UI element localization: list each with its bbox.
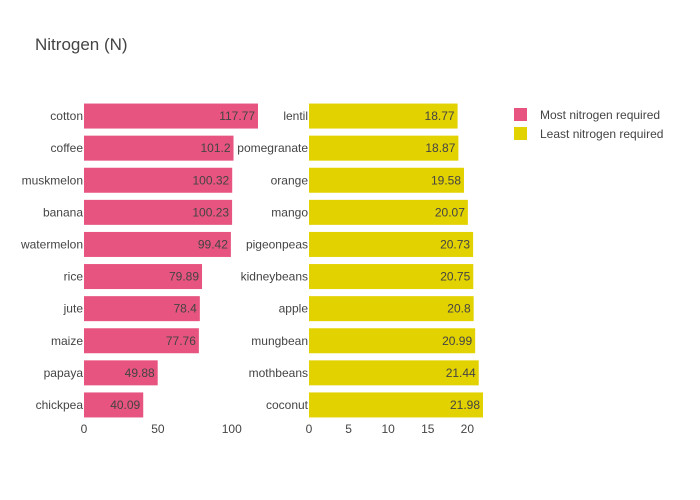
bar-lentil[interactable] <box>309 103 458 129</box>
bar-chickpea[interactable] <box>84 392 144 418</box>
data-label: 49.88 <box>125 366 155 380</box>
legend-swatch <box>514 127 527 140</box>
category-label: mango <box>271 205 308 219</box>
category-label: papaya <box>44 366 84 380</box>
bar-rice[interactable] <box>84 264 203 290</box>
category-label: watermelon <box>20 237 83 251</box>
x-tick-label: 50 <box>151 422 165 436</box>
category-label: orange <box>271 173 309 187</box>
bar-banana[interactable] <box>84 199 233 225</box>
data-label: 40.09 <box>110 398 140 412</box>
bar-mango[interactable] <box>309 199 468 225</box>
x-tick-label: 100 <box>222 422 242 436</box>
bar-papaya[interactable] <box>84 360 158 386</box>
data-label: 101.2 <box>200 141 230 155</box>
bar-jute[interactable] <box>84 296 200 322</box>
legend-swatch <box>514 108 527 121</box>
data-label: 20.75 <box>440 270 470 284</box>
x-tick-label: 20 <box>461 422 475 436</box>
legend-label: Most nitrogen required <box>540 108 660 122</box>
category-label: mothbeans <box>249 366 308 380</box>
bar-kidneybeans[interactable] <box>309 264 474 290</box>
legend-item[interactable]: Least nitrogen required <box>514 127 663 141</box>
bar-watermelon[interactable] <box>84 231 231 257</box>
bar-pomegranate[interactable] <box>309 135 459 161</box>
bar-mothbeans[interactable] <box>309 360 479 386</box>
category-label: cotton <box>50 109 83 123</box>
data-label: 20.07 <box>435 205 465 219</box>
data-label: 21.98 <box>450 398 480 412</box>
data-label: 20.8 <box>447 302 471 316</box>
chart-title: Nitrogen (N) <box>35 35 128 54</box>
data-label: 18.87 <box>425 141 455 155</box>
x-tick-label: 15 <box>421 422 435 436</box>
legend[interactable]: Most nitrogen required Least nitrogen req… <box>514 108 663 141</box>
category-label: lentil <box>283 109 308 123</box>
category-label: muskmelon <box>22 173 83 187</box>
category-label: apple <box>279 302 309 316</box>
category-label: maize <box>51 334 83 348</box>
data-label: 19.58 <box>431 173 461 187</box>
data-label: 20.73 <box>440 237 470 251</box>
data-label: 20.99 <box>442 334 472 348</box>
data-label: 18.77 <box>425 109 455 123</box>
category-label: kidneybeans <box>241 270 308 284</box>
data-label: 77.76 <box>166 334 196 348</box>
category-label: jute <box>63 302 84 316</box>
category-label: chickpea <box>36 398 84 412</box>
x-tick-label: 5 <box>345 422 352 436</box>
category-label: banana <box>43 205 83 219</box>
bar-mungbean[interactable] <box>309 328 476 354</box>
bar-coffee[interactable] <box>84 135 234 161</box>
data-label: 79.89 <box>169 270 199 284</box>
bar-coconut[interactable] <box>309 392 483 418</box>
data-label: 21.44 <box>446 366 476 380</box>
category-label: coconut <box>266 398 309 412</box>
legend-label: Least nitrogen required <box>540 127 663 141</box>
data-label: 78.4 <box>173 302 197 316</box>
data-label: 100.32 <box>193 173 230 187</box>
x-tick-label: 10 <box>381 422 395 436</box>
category-label: pigeonpeas <box>246 237 308 251</box>
x-tick-label: 0 <box>306 422 313 436</box>
bar-apple[interactable] <box>309 296 474 322</box>
bar-cotton[interactable] <box>84 103 258 129</box>
panel-2: lentil 18.77 pomegranate 18.87 orange 19.58 ma… <box>237 103 483 436</box>
chart-panels: cotton 117.77 coffee 101.2 muskmelon 100.32 ba… <box>20 103 483 436</box>
bar-pigeonpeas[interactable] <box>309 231 474 257</box>
category-label: mungbean <box>251 334 308 348</box>
data-label: 99.42 <box>198 237 228 251</box>
bar-orange[interactable] <box>309 167 465 193</box>
panel-1: cotton 117.77 coffee 101.2 muskmelon 100.32 ba… <box>20 103 258 436</box>
bar-muskmelon[interactable] <box>84 167 233 193</box>
category-label: coffee <box>51 141 84 155</box>
x-tick-label: 0 <box>81 422 88 436</box>
data-label: 117.77 <box>219 109 255 123</box>
bar-maize[interactable] <box>84 328 199 354</box>
category-label: rice <box>64 270 84 284</box>
data-label: 100.23 <box>192 205 229 219</box>
category-label: pomegranate <box>237 141 308 155</box>
legend-item[interactable]: Most nitrogen required <box>514 108 660 122</box>
